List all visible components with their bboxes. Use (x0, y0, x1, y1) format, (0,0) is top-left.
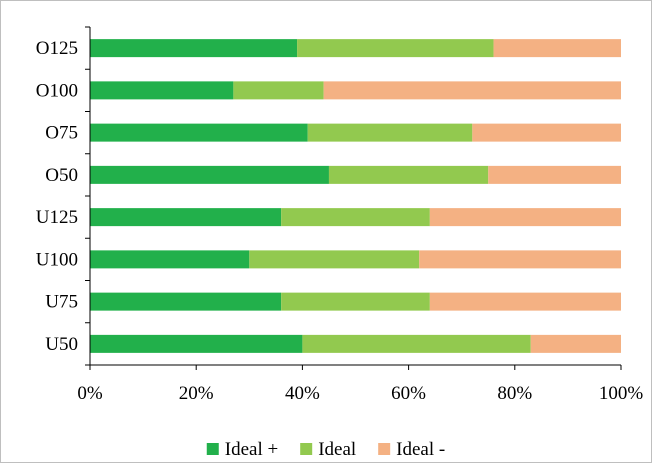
bar-u50-series-3 (531, 335, 621, 353)
legend-swatch-2 (300, 443, 312, 455)
bar-u75-series-2 (281, 293, 430, 311)
category-label: U75 (45, 292, 78, 313)
bar-u125-series-1 (90, 208, 281, 226)
bar-o50-series-3 (488, 166, 621, 184)
bar-u75-series-3 (430, 293, 621, 311)
bar-u75-series-1 (90, 293, 281, 311)
bar-u100-series-3 (419, 250, 621, 268)
category-label: U125 (36, 207, 78, 228)
category-label: U100 (36, 249, 78, 270)
legend-label: Ideal + (225, 439, 278, 460)
x-tick-labels: 0% 20% 40% 60% 80% 100% (77, 383, 643, 404)
bar-o125-series-1 (90, 39, 297, 57)
legend-label: Ideal (318, 439, 356, 460)
bar-u100-series-2 (249, 250, 419, 268)
legend-label: Ideal - (396, 439, 445, 460)
bar-o50-series-1 (90, 166, 329, 184)
bar-o75-series-1 (90, 124, 308, 142)
category-labels: O125 O100 O75 O50 U125 U100 U75 U50 (36, 38, 78, 355)
legend-swatch-3 (378, 443, 390, 455)
bar-u125-series-3 (430, 208, 621, 226)
x-tick-label: 60% (391, 383, 426, 404)
bar-o100-series-3 (324, 81, 621, 99)
bar-o100-series-1 (90, 81, 233, 99)
legend: Ideal + Ideal Ideal - (207, 439, 445, 460)
x-tick-label: 80% (497, 383, 532, 404)
bars-layer (90, 39, 621, 353)
bar-o100-series-2 (233, 81, 323, 99)
category-label: O75 (45, 123, 78, 144)
x-tick-label: 20% (179, 383, 214, 404)
bar-u50-series-2 (302, 335, 530, 353)
bar-u50-series-1 (90, 335, 302, 353)
x-tick-label: 100% (599, 383, 644, 404)
x-tick-label: 0% (77, 383, 103, 404)
bar-u125-series-2 (281, 208, 430, 226)
bar-u100-series-1 (90, 250, 249, 268)
bar-o75-series-3 (472, 124, 621, 142)
bar-o125-series-3 (494, 39, 621, 57)
legend-swatch-1 (207, 443, 219, 455)
bar-o50-series-2 (329, 166, 488, 184)
x-tick-label: 40% (285, 383, 320, 404)
category-label: O100 (36, 80, 78, 101)
bar-o75-series-2 (308, 124, 473, 142)
category-label: U50 (45, 334, 78, 355)
axes-layer (85, 27, 621, 370)
bar-o125-series-2 (297, 39, 493, 57)
category-label: O125 (36, 38, 78, 59)
category-label: O50 (45, 165, 78, 186)
